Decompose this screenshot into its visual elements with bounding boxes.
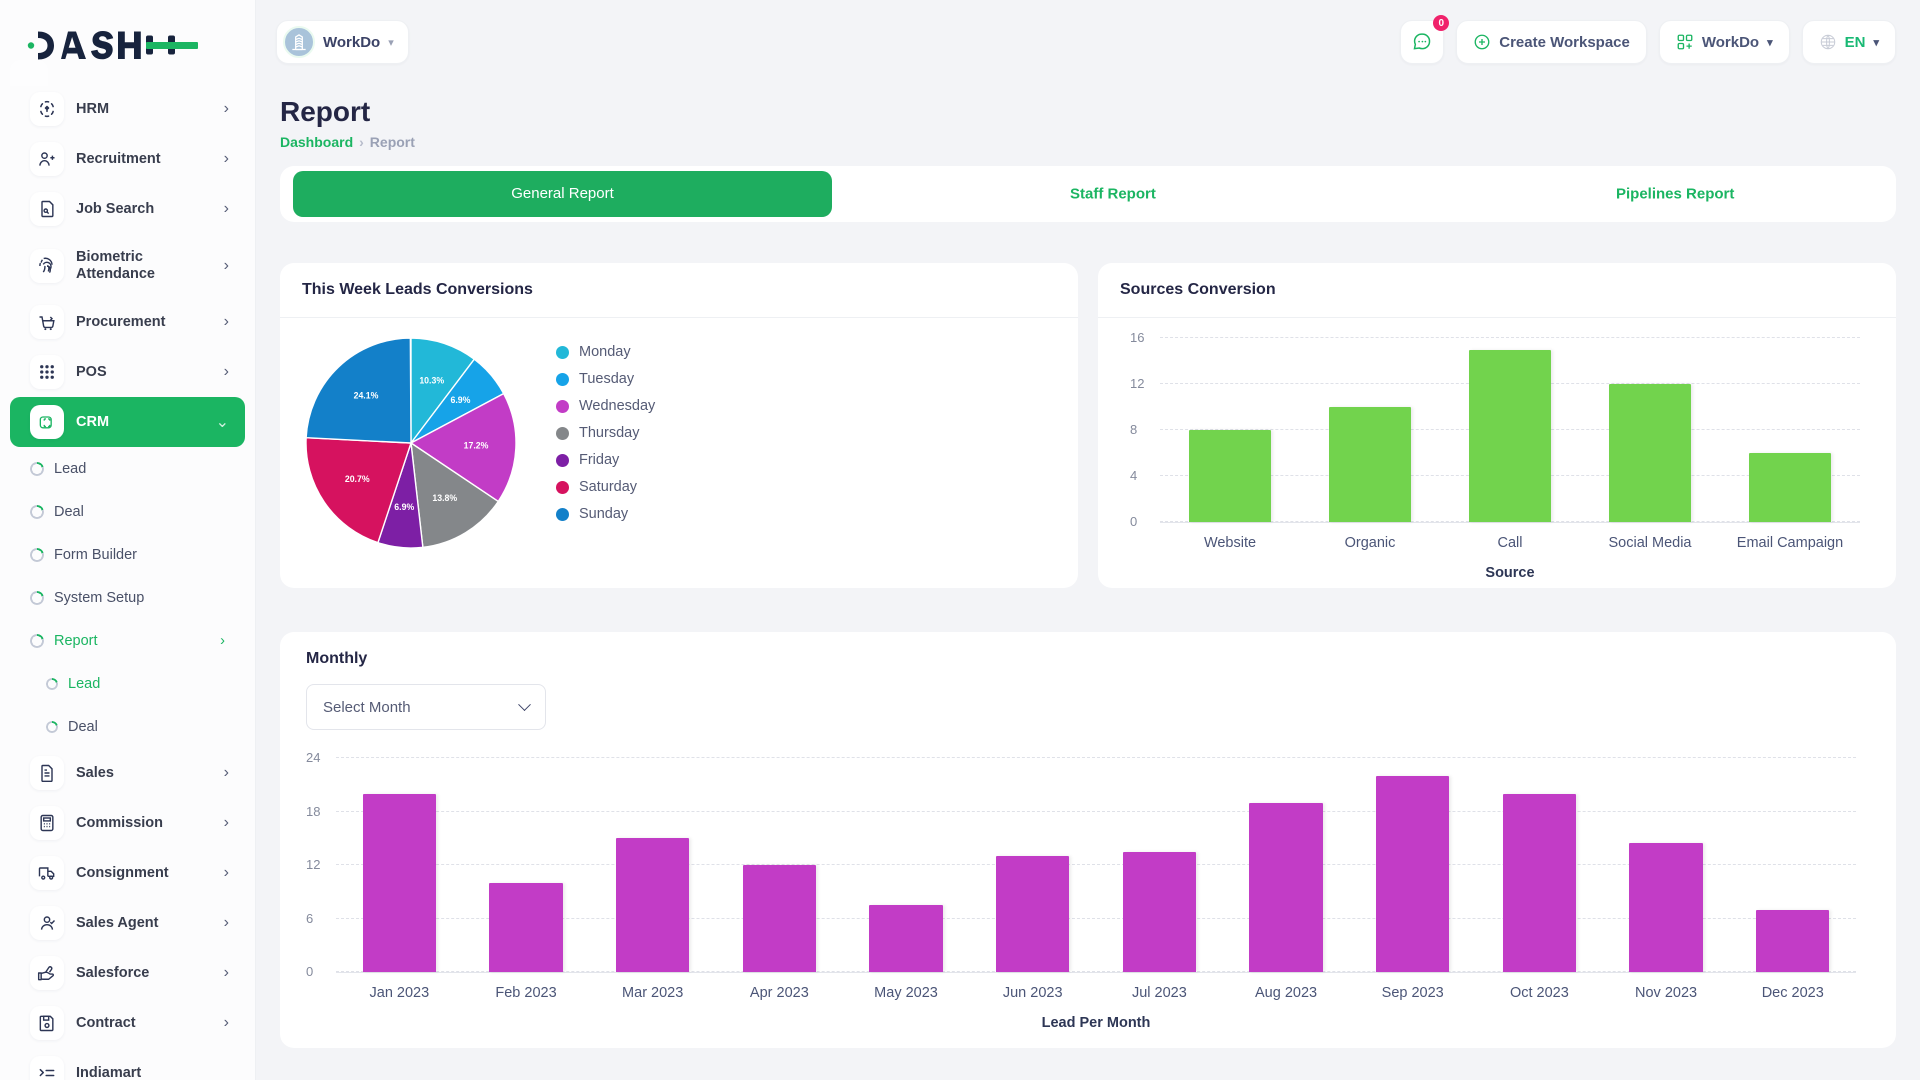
svg-text:13.8%: 13.8%	[432, 493, 457, 503]
svg-text:10.3%: 10.3%	[419, 376, 444, 386]
svg-text:24.1%: 24.1%	[354, 390, 379, 400]
svg-text:17.2%: 17.2%	[464, 441, 489, 451]
svg-text:6.9%: 6.9%	[394, 502, 414, 512]
svg-text:20.7%: 20.7%	[345, 474, 370, 484]
svg-text:6.9%: 6.9%	[451, 395, 471, 405]
